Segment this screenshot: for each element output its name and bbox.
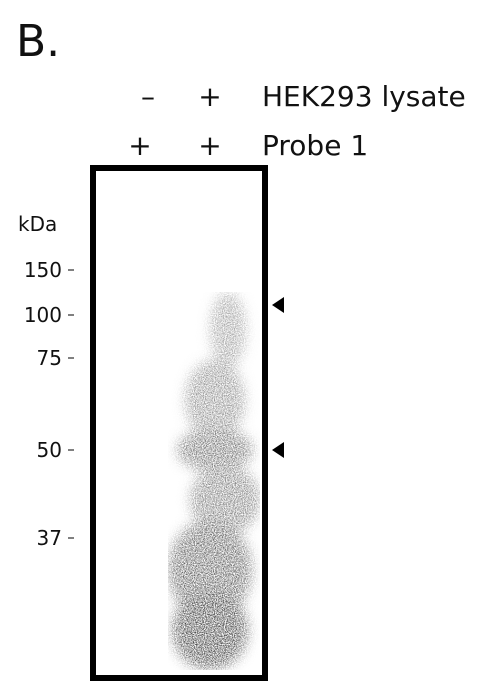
lane-condition: + [198,129,221,162]
marker-label: 150 [24,258,62,282]
panel-label: B. [16,16,60,67]
marker-ladder: 150 100 75 50 37 [24,258,74,550]
marker-label: 100 [24,303,62,327]
marker-label: 37 [37,526,62,550]
gel-smear [168,292,260,670]
condition-name: Probe 1 [262,129,368,162]
condition-name: HEK293 lysate [262,80,466,113]
lane-condition: + [128,129,151,162]
arrowhead [272,297,284,313]
arrowhead [272,442,284,458]
marker-label: 75 [37,346,62,370]
marker-label: 50 [37,438,62,462]
lane-condition: + [198,80,221,113]
gel-frame [90,165,268,681]
lane-condition: – [141,80,155,113]
axis-label: kDa [18,212,57,236]
